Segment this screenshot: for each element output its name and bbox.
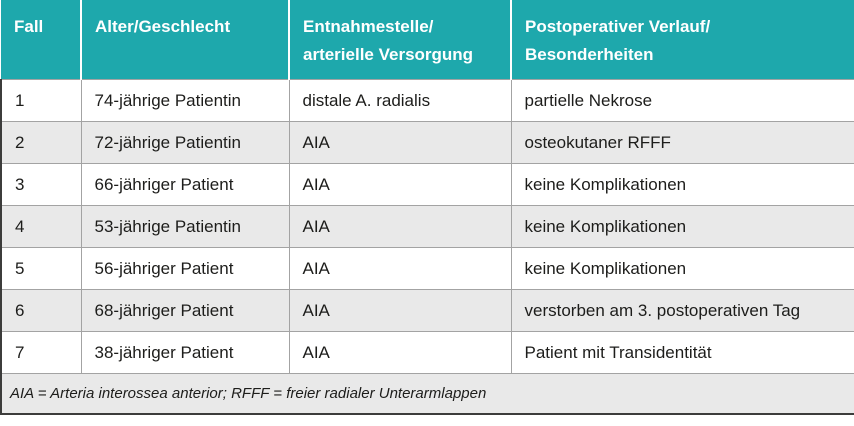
cell-fall: 5: [0, 247, 82, 291]
cases-table-container: Fall Alter/Geschlecht Entnahmestelle/ ar…: [0, 0, 854, 415]
column-header-alter-geschlecht: Alter/Geschlecht: [80, 0, 289, 81]
table-row-case-4: 4 53-jährige Patientin AIA keine Komplik…: [0, 205, 854, 249]
column-header-fall: Fall: [1, 0, 81, 81]
cell-alter-geschlecht: 66-jähriger Patient: [80, 163, 290, 207]
cell-verlauf: partielle Nekrose: [510, 79, 854, 123]
cell-fall: 2: [0, 121, 82, 165]
cell-entnahmestelle: AIA: [288, 331, 512, 375]
footnote-row: AIA = Arteria interossea anterior; RFFF …: [0, 373, 854, 415]
cell-fall: 6: [0, 289, 82, 333]
cell-entnahmestelle: AIA: [288, 247, 512, 291]
cell-entnahmestelle: distale A. radialis: [288, 79, 512, 123]
table-row-case-6: 6 68-jähriger Patient AIA verstorben am …: [0, 289, 854, 333]
table-row-case-7: 7 38-jähriger Patient AIA Patient mit Tr…: [0, 331, 854, 375]
cell-entnahmestelle: AIA: [288, 121, 512, 165]
cell-alter-geschlecht: 38-jähriger Patient: [80, 331, 290, 375]
cell-entnahmestelle: AIA: [288, 289, 512, 333]
column-header-postoperativer-verlauf: Postoperativer Verlauf/ Besonderheiten: [510, 0, 854, 81]
table-row-case-1: 1 74-jährige Patientin distale A. radial…: [0, 79, 854, 123]
cell-verlauf: keine Komplikationen: [510, 247, 854, 291]
column-header-entnahmestelle: Entnahmestelle/ arterielle Versorgung: [288, 0, 511, 81]
cell-verlauf: Patient mit Transidentität: [510, 331, 854, 375]
cell-alter-geschlecht: 53-jährige Patientin: [80, 205, 290, 249]
cell-fall: 7: [0, 331, 82, 375]
cell-fall: 4: [0, 205, 82, 249]
cell-fall: 1: [0, 79, 82, 123]
cell-fall: 3: [0, 163, 82, 207]
cell-verlauf: osteokutaner RFFF: [510, 121, 854, 165]
cell-entnahmestelle: AIA: [288, 205, 512, 249]
table-row-case-5: 5 56-jähriger Patient AIA keine Komplika…: [0, 247, 854, 291]
cell-verlauf: keine Komplikationen: [510, 163, 854, 207]
cell-entnahmestelle: AIA: [288, 163, 512, 207]
table-footnote: AIA = Arteria interossea anterior; RFFF …: [0, 373, 854, 415]
cell-alter-geschlecht: 74-jährige Patientin: [80, 79, 290, 123]
cell-alter-geschlecht: 72-jährige Patientin: [80, 121, 290, 165]
cell-verlauf: verstorben am 3. postoperativen Tag: [510, 289, 854, 333]
cases-table: Fall Alter/Geschlecht Entnahmestelle/ ar…: [0, 0, 854, 415]
cell-alter-geschlecht: 68-jähriger Patient: [80, 289, 290, 333]
cell-alter-geschlecht: 56-jähriger Patient: [80, 247, 290, 291]
cell-verlauf: keine Komplikationen: [510, 205, 854, 249]
table-row-case-2: 2 72-jährige Patientin AIA osteokutaner …: [0, 121, 854, 165]
header-row: Fall Alter/Geschlecht Entnahmestelle/ ar…: [1, 0, 854, 81]
table-row-case-3: 3 66-jähriger Patient AIA keine Komplika…: [0, 163, 854, 207]
